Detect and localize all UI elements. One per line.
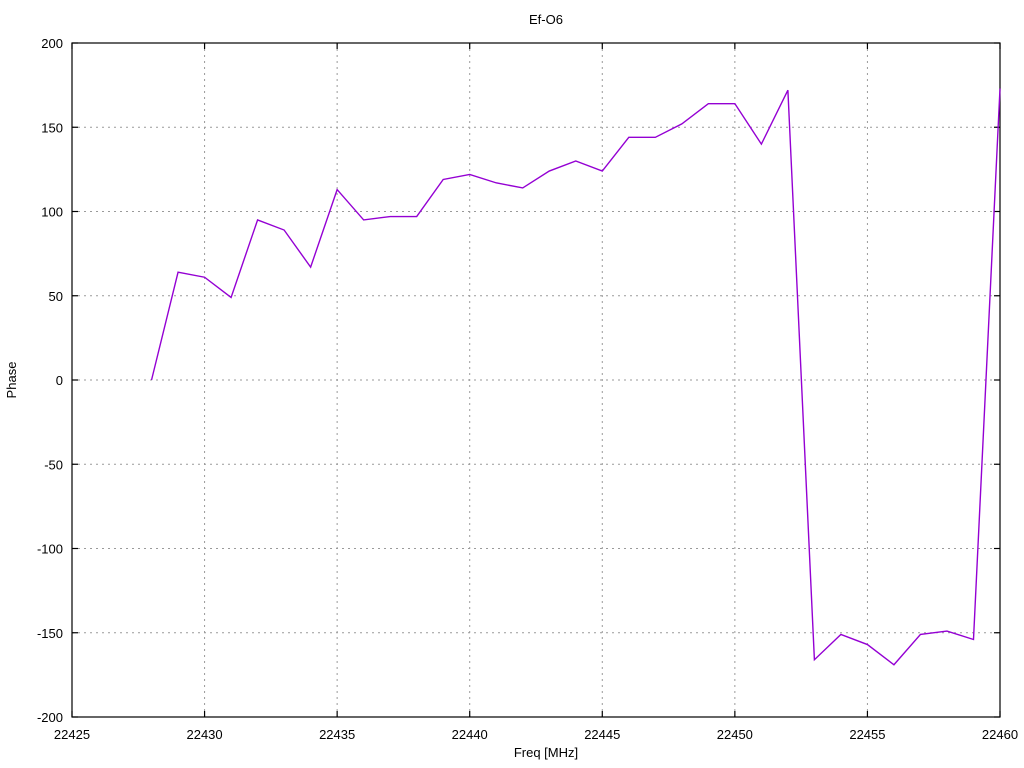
x-tick-labels: 22425 22430 22435 22440 22445 22450 22455 22460 — [54, 727, 1018, 742]
plot-frame — [71, 42, 1001, 718]
gridlines — [72, 43, 1000, 717]
y-tick-label: 200 — [41, 36, 63, 51]
x-tick-label: 22460 — [982, 727, 1018, 742]
x-tick-label: 22425 — [54, 727, 90, 742]
x-tick-label: 22455 — [849, 727, 885, 742]
y-tick-label: 150 — [41, 120, 63, 135]
data-line-phase — [150, 88, 1001, 666]
data-series-group — [150, 88, 1001, 666]
y-tick-label: -200 — [37, 710, 63, 725]
y-tick-label: -100 — [37, 542, 63, 557]
y-axis-title: Phase — [4, 362, 19, 399]
x-axis-title: Freq [MHz] — [514, 745, 578, 760]
x-tick-label: 22440 — [452, 727, 488, 742]
y-tick-label: 0 — [56, 373, 63, 388]
y-tick-label: -50 — [44, 457, 63, 472]
y-tick-labels: 200 150 100 50 0 -50 -100 -150 -200 — [37, 36, 63, 725]
x-tick-label: 22430 — [186, 727, 222, 742]
y-tick-label: -150 — [37, 626, 63, 641]
x-tick-label: 22435 — [319, 727, 355, 742]
chart-title: Ef-O6 — [529, 12, 563, 27]
y-tick-label: 50 — [49, 289, 63, 304]
y-tick-label: 100 — [41, 205, 63, 220]
x-tick-label: 22445 — [584, 727, 620, 742]
x-tick-label: 22450 — [717, 727, 753, 742]
